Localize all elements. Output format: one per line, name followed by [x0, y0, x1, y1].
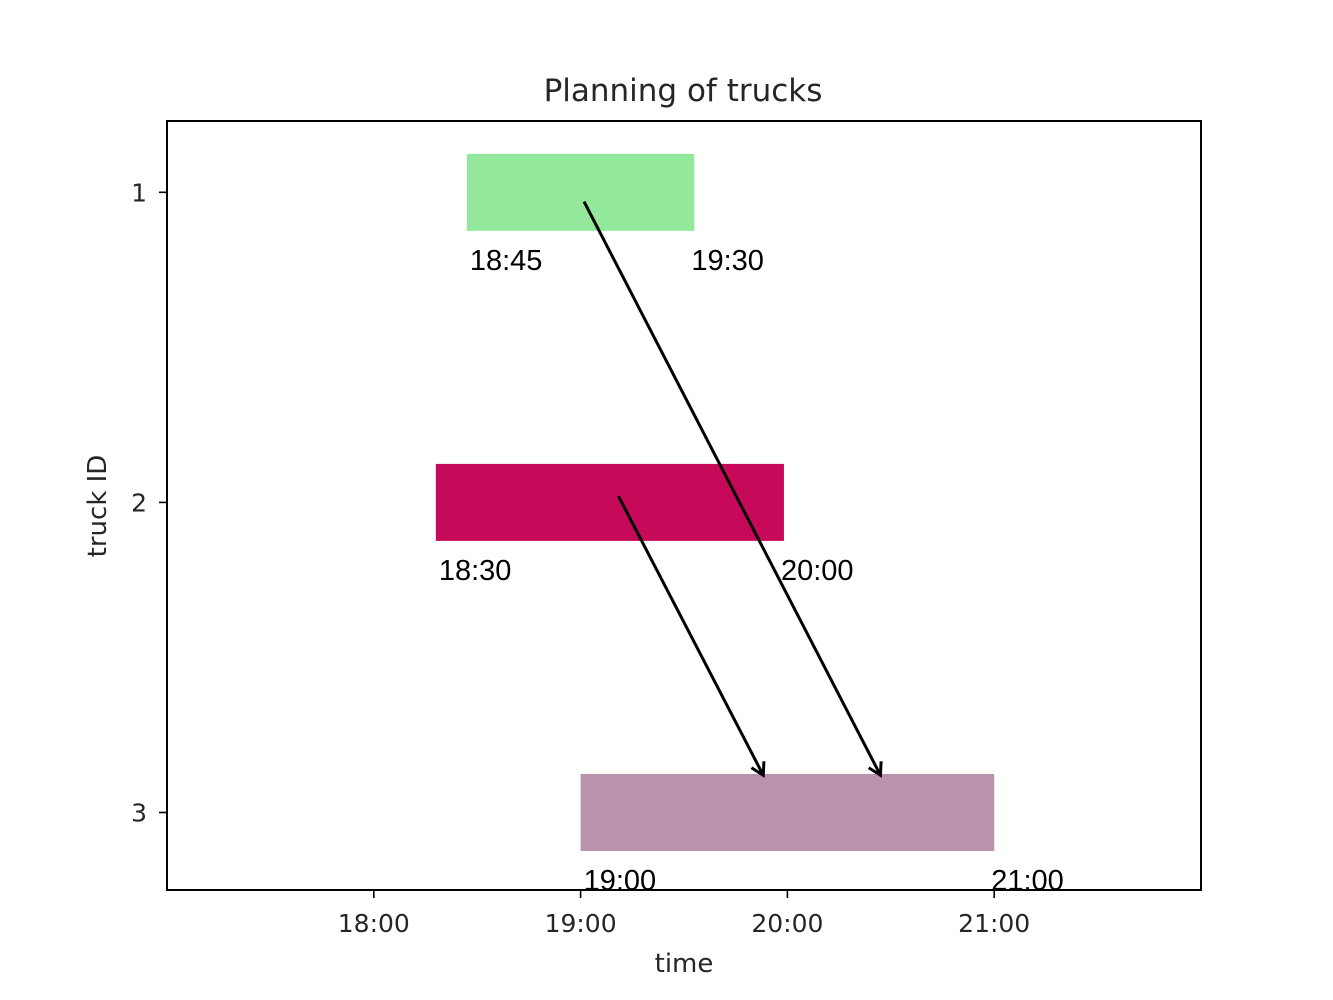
y-tick-label: 1: [131, 178, 147, 207]
x-axis-label: time: [655, 949, 714, 979]
bar-truck-3: [580, 773, 995, 851]
bar-truck-1: [466, 153, 695, 231]
y-axis-label: truck ID: [83, 455, 113, 558]
y-tick-label: 2: [131, 488, 147, 517]
x-tick-label: 21:00: [958, 909, 1030, 938]
chart-title: Planning of trucks: [544, 73, 823, 109]
bar-start-label: 19:00: [584, 865, 657, 897]
arrow-2: [617, 495, 765, 776]
bar-start-label: 18:45: [470, 245, 543, 277]
bar-start-label: 18:30: [439, 555, 512, 587]
x-tick-label: 20:00: [751, 909, 823, 938]
arrows-layer: [582, 200, 883, 778]
arrow-head-1: [867, 761, 883, 778]
x-axis: 18:00 19:00 20:00 21:00: [338, 890, 1030, 938]
bar-end-label: 20:00: [781, 555, 854, 587]
x-tick-label: 18:00: [338, 909, 410, 938]
bar-truck-2: [435, 463, 784, 541]
y-axis: 1 2 3: [131, 178, 167, 827]
arrow-head-2: [750, 761, 766, 778]
bar-end-label: 19:30: [691, 245, 764, 277]
x-tick-label: 19:00: [545, 909, 617, 938]
plot-frame: [166, 120, 1202, 891]
bar-end-label: 21:00: [991, 865, 1064, 897]
y-tick-label: 3: [131, 798, 147, 827]
arrow-1: [582, 200, 882, 776]
